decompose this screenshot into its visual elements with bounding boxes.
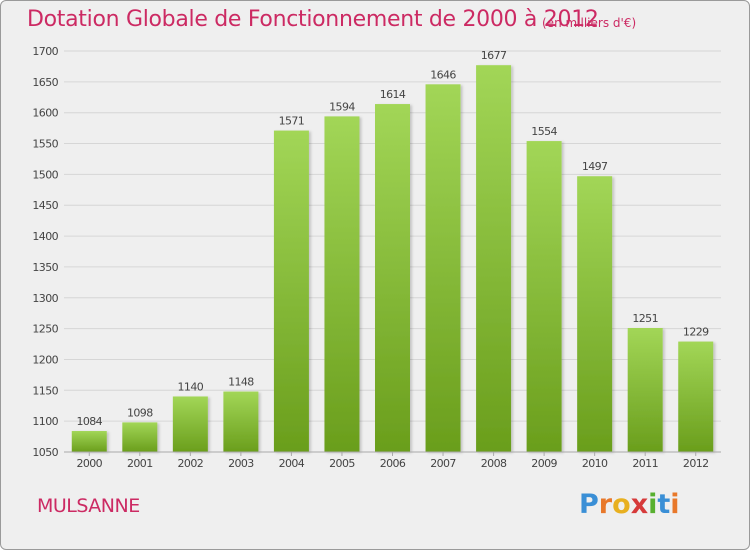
bar xyxy=(71,431,107,452)
bar-value-label: 1148 xyxy=(228,376,254,389)
city-name: MULSANNE xyxy=(37,495,140,517)
x-tick-label: 2002 xyxy=(178,457,204,470)
x-tick-label: 2006 xyxy=(380,457,406,470)
logo-letter: o xyxy=(612,489,631,520)
bar xyxy=(577,176,613,452)
bar xyxy=(425,84,461,452)
y-tick-label: 1500 xyxy=(32,168,58,181)
axis-layer: 1050 1100 1150 1200 1250 1300 1350 1400 1450 1500… xyxy=(32,45,721,470)
bar xyxy=(476,65,512,452)
bar xyxy=(678,341,714,452)
x-tick-label: 2012 xyxy=(683,457,709,470)
x-tick-label: 2009 xyxy=(531,457,557,470)
y-tick-label: 1700 xyxy=(32,45,58,58)
logo-letter: P xyxy=(579,489,599,520)
bar-value-label: 1646 xyxy=(430,68,456,81)
logo-letter: t xyxy=(657,489,671,520)
y-tick-label: 1350 xyxy=(32,261,58,274)
bar xyxy=(172,396,208,452)
y-tick-label: 1100 xyxy=(32,415,58,428)
bar-value-label: 1594 xyxy=(329,100,355,113)
logo-letter: i xyxy=(648,489,658,520)
chart-title: Dotation Globale de Fonctionnement de 20… xyxy=(27,7,599,32)
bar-value-label: 1614 xyxy=(380,88,406,101)
logo-letter: i xyxy=(670,489,680,520)
logo-letter: r xyxy=(598,489,613,520)
bar-value-label: 1251 xyxy=(632,312,658,325)
bar xyxy=(223,391,259,452)
bar xyxy=(273,130,309,453)
bar-value-label: 1571 xyxy=(279,115,305,128)
bar xyxy=(375,104,410,452)
y-tick-label: 1450 xyxy=(32,199,58,212)
bar-value-label: 1098 xyxy=(127,406,153,419)
proxiti-logo: Proxiti xyxy=(579,489,680,520)
x-tick-label: 2008 xyxy=(481,457,507,470)
x-tick-label: 2010 xyxy=(582,457,608,470)
y-tick-label: 1650 xyxy=(32,76,58,89)
y-tick-label: 1300 xyxy=(32,292,58,305)
logo-letter: x xyxy=(630,489,649,520)
bar-value-label: 1140 xyxy=(178,380,204,393)
y-tick-label: 1550 xyxy=(32,138,58,151)
x-tick-label: 2004 xyxy=(279,457,305,470)
chart-subtitle: (en milliers d'€) xyxy=(542,16,637,30)
bar xyxy=(627,327,663,452)
bar-value-label: 1497 xyxy=(582,160,608,173)
bar-value-label: 1229 xyxy=(683,326,709,339)
x-tick-label: 2003 xyxy=(228,457,254,470)
bar-value-label: 1084 xyxy=(76,415,102,428)
bars-layer xyxy=(71,65,714,453)
bar xyxy=(122,422,158,452)
x-tick-label: 2000 xyxy=(76,457,102,470)
bar-value-label: 1554 xyxy=(531,125,557,138)
bar xyxy=(526,141,562,452)
y-tick-label: 1200 xyxy=(32,353,58,366)
y-tick-label: 1250 xyxy=(32,323,58,336)
x-tick-label: 2007 xyxy=(430,457,456,470)
y-tick-label: 1150 xyxy=(32,384,58,397)
x-tick-label: 2011 xyxy=(632,457,658,470)
x-tick-label: 2001 xyxy=(127,457,153,470)
y-tick-label: 1050 xyxy=(32,446,58,459)
bar xyxy=(324,116,360,452)
y-tick-label: 1400 xyxy=(32,230,58,243)
bar-value-label: 1677 xyxy=(481,49,507,62)
x-tick-label: 2005 xyxy=(329,457,355,470)
y-tick-label: 1600 xyxy=(32,107,58,120)
